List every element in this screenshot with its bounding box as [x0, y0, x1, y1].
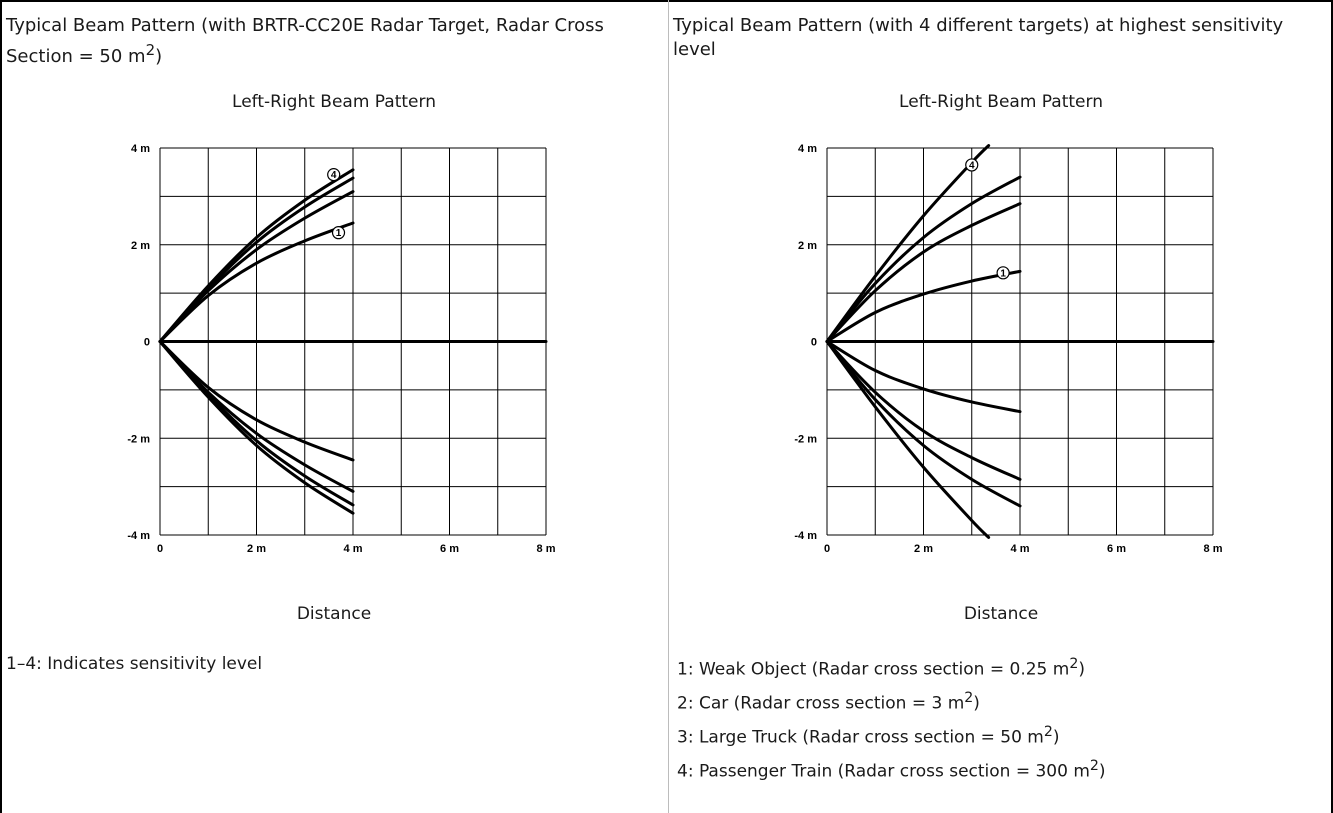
beam-curve — [158, 168, 355, 343]
callout-circle — [965, 158, 979, 172]
y-tick-label: 4 m — [798, 143, 817, 155]
y-tick-label: -4 m — [794, 530, 817, 542]
beam-curve — [825, 340, 1022, 481]
beam-curve — [825, 202, 1022, 343]
x-tick-label: 8 m — [537, 543, 556, 555]
y-tick-label: -4 m — [127, 530, 150, 542]
y-tick-label: -2 m — [794, 433, 817, 445]
beam-curve — [158, 340, 355, 462]
left-chart-title: Left-Right Beam Pattern — [232, 92, 436, 112]
beam-curve — [825, 175, 1022, 343]
legend-sup: 2 — [964, 690, 974, 706]
legend-sup: 2 — [1043, 724, 1053, 740]
y-tick-label: 0 — [811, 337, 817, 349]
left-beam-chart: 4 m 2 m 0 -2 m -4 m 0 2 m 4 m 6 m 8 m 1 4 — [127, 143, 556, 555]
y-tick-label: 0 — [144, 337, 150, 349]
legend-sup: 2 — [1089, 758, 1099, 774]
x-tick-label: 6 m — [440, 543, 459, 555]
legend-tail: ) — [1052, 727, 1060, 748]
callout-circle — [327, 168, 341, 182]
callout-label: 4 — [969, 160, 975, 171]
right-beam-chart: 4 m 2 m 0 -2 m -4 m 0 2 m 4 m 6 m 8 m 1 4 — [794, 143, 1223, 555]
legend-tail: ) — [1078, 659, 1085, 680]
legend-item-passenger-train: 4: Passenger Train (Radar cross section … — [677, 756, 1106, 790]
x-tick-label: 2 m — [247, 543, 266, 555]
beam-curve — [158, 340, 355, 515]
y-tick-label: -2 m — [127, 433, 150, 445]
right-chart-title: Left-Right Beam Pattern — [899, 92, 1103, 112]
beam-curve — [825, 144, 991, 343]
left-heading-tail: ) — [155, 46, 163, 67]
sensitivity-note: 1–4: Indicates sensitivity level — [6, 654, 263, 674]
legend-sup: 2 — [1069, 656, 1079, 672]
callout-circle — [331, 226, 346, 240]
y-tick-label: 4 m — [131, 143, 150, 155]
x-tick-label: 4 m — [344, 543, 363, 555]
legend-tail: ) — [973, 693, 980, 714]
callout-label: 4 — [331, 170, 337, 181]
target-legend: 1: Weak Object (Radar cross section = 0.… — [677, 654, 1106, 790]
legend-item-weak-object: 1: Weak Object (Radar cross section = 0.… — [677, 654, 1106, 688]
right-panel: Typical Beam Pattern (with 4 different t… — [669, 2, 1333, 813]
beam-curve — [158, 221, 355, 343]
left-x-axis-title: Distance — [296, 604, 372, 624]
column-divider — [668, 0, 669, 813]
legend-item-car: 2: Car (Radar cross section = 3 m2) — [677, 688, 1106, 722]
legend-tail: ) — [1098, 761, 1106, 782]
x-tick-label: 0 — [824, 543, 830, 555]
legend-text: 4: Passenger Train (Radar cross section … — [677, 761, 1090, 782]
beam-curve — [825, 340, 1022, 508]
y-tick-label: 2 m — [798, 240, 817, 252]
x-tick-label: 0 — [157, 543, 163, 555]
x-tick-label: 4 m — [1011, 543, 1030, 555]
x-tick-label: 6 m — [1107, 543, 1126, 555]
left-panel: Typical Beam Pattern (with BRTR-CC20E Ra… — [2, 2, 666, 813]
beam-curve — [825, 269, 1022, 343]
right-x-axis-title: Distance — [963, 604, 1039, 624]
left-heading-sup: 2 — [145, 41, 156, 59]
legend-text: 3: Large Truck (Radar cross section = 50… — [677, 727, 1044, 748]
left-panel-heading: Typical Beam Pattern (with BRTR-CC20E Ra… — [6, 14, 646, 69]
legend-text: 1: Weak Object (Radar cross section = 0.… — [677, 659, 1070, 680]
x-tick-label: 8 m — [1204, 543, 1223, 555]
callout-label: 1 — [336, 228, 342, 239]
beam-curve — [825, 340, 991, 539]
callout-label: 1 — [1000, 268, 1006, 279]
left-heading-text: Typical Beam Pattern (with BRTR-CC20E Ra… — [6, 15, 604, 67]
beam-curve — [825, 340, 1022, 414]
x-tick-label: 2 m — [914, 543, 933, 555]
legend-item-large-truck: 3: Large Truck (Radar cross section = 50… — [677, 722, 1106, 756]
right-panel-heading: Typical Beam Pattern (with 4 different t… — [673, 15, 1284, 60]
callout-circle — [996, 266, 1010, 280]
legend-text: 2: Car (Radar cross section = 3 m — [677, 693, 965, 714]
y-tick-label: 2 m — [131, 240, 150, 252]
